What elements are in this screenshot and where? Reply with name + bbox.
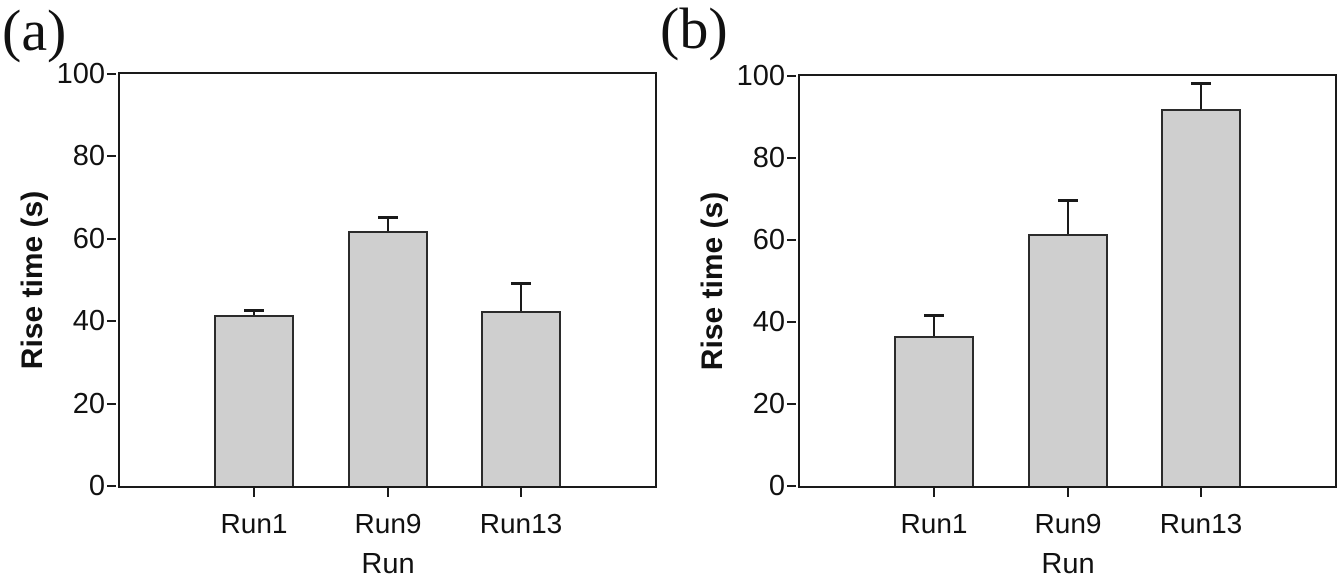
y-tick: [107, 320, 116, 322]
error-bar-cap: [244, 309, 264, 312]
y-tick: [787, 75, 796, 77]
error-bar-line: [253, 311, 255, 315]
y-tick-label: 100: [736, 60, 785, 92]
x-tick: [387, 488, 389, 497]
y-tick-label: 20: [72, 388, 105, 420]
y-tick-label: 0: [768, 470, 785, 502]
bar-run9: [1028, 234, 1108, 486]
y-tick-label: 40: [72, 305, 105, 337]
y-tick: [787, 485, 796, 487]
bar-run13: [481, 311, 561, 486]
x-tick: [1067, 488, 1069, 497]
error-bar-line: [1067, 201, 1069, 234]
bar-run9: [348, 231, 428, 486]
error-bar-cap: [511, 282, 531, 285]
y-tick: [107, 403, 116, 405]
y-tick: [107, 238, 116, 240]
error-bar-line: [1200, 84, 1202, 109]
x-tick: [933, 488, 935, 497]
y-tick: [107, 155, 116, 157]
x-tick: [1200, 488, 1202, 497]
y-tick-label: 60: [752, 224, 785, 256]
y-tick-label: 60: [72, 223, 105, 255]
y-tick-label: 80: [752, 142, 785, 174]
x-tick-label-run13: Run13: [479, 508, 563, 539]
y-tick-label: 0: [88, 470, 105, 502]
error-bar-line: [520, 284, 522, 311]
y-tick-label: 100: [56, 58, 105, 90]
y-tick-label: 80: [72, 140, 105, 172]
y-tick: [787, 239, 796, 241]
x-tick-label-run13: Run13: [1159, 508, 1243, 539]
error-bar-cap: [1058, 199, 1078, 202]
bar-run1: [894, 336, 974, 486]
y-tick: [787, 321, 796, 323]
y-tick: [787, 403, 796, 405]
x-tick-label-run1: Run1: [900, 508, 968, 539]
x-tick-label-run9: Run9: [354, 508, 422, 539]
panel-a-label: (a): [2, 0, 67, 63]
error-bar-cap: [378, 216, 398, 219]
panel-a-x-axis-title: Run: [361, 548, 415, 580]
x-tick: [253, 488, 255, 497]
error-bar-line: [933, 316, 935, 336]
bar-run13: [1161, 109, 1241, 486]
panel-b-label: (b): [660, 0, 728, 61]
x-tick-label-run9: Run9: [1034, 508, 1102, 539]
panel-a-y-axis-title: Rise time (s): [16, 190, 49, 370]
y-tick: [107, 485, 116, 487]
error-bar-line: [387, 218, 389, 231]
bar-run1: [214, 315, 294, 486]
error-bar-cap: [1191, 82, 1211, 85]
x-tick: [520, 488, 522, 497]
panel-b-x-axis-title: Run: [1041, 548, 1095, 580]
error-bar-cap: [924, 314, 944, 317]
y-tick-label: 40: [752, 306, 785, 338]
y-tick-label: 20: [752, 388, 785, 420]
y-tick: [787, 157, 796, 159]
x-tick-label-run1: Run1: [220, 508, 288, 539]
y-tick: [107, 73, 116, 75]
panel-b-y-axis-title: Rise time (s): [696, 191, 729, 371]
